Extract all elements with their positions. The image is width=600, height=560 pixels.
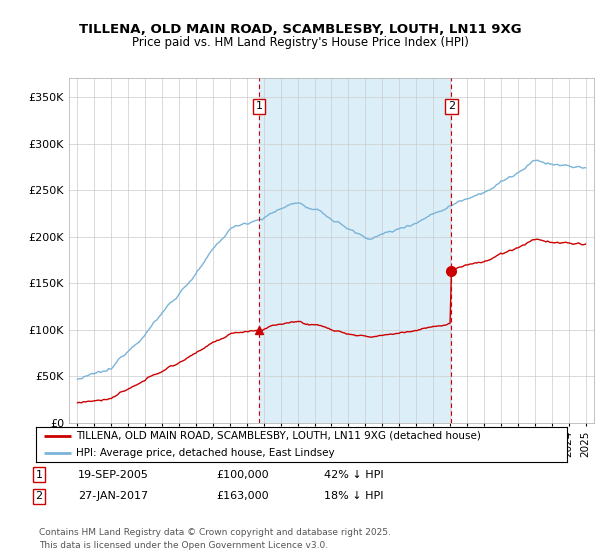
Text: TILLENA, OLD MAIN ROAD, SCAMBLESBY, LOUTH, LN11 9XG: TILLENA, OLD MAIN ROAD, SCAMBLESBY, LOUT… <box>79 22 521 36</box>
Text: 1: 1 <box>35 470 43 480</box>
Text: 18% ↓ HPI: 18% ↓ HPI <box>324 491 383 501</box>
Text: 2: 2 <box>35 491 43 501</box>
Text: £100,000: £100,000 <box>216 470 269 480</box>
Text: 27-JAN-2017: 27-JAN-2017 <box>78 491 148 501</box>
Text: Contains HM Land Registry data © Crown copyright and database right 2025.
This d: Contains HM Land Registry data © Crown c… <box>39 528 391 550</box>
Text: TILLENA, OLD MAIN ROAD, SCAMBLESBY, LOUTH, LN11 9XG (detached house): TILLENA, OLD MAIN ROAD, SCAMBLESBY, LOUT… <box>76 431 481 441</box>
Text: 1: 1 <box>256 101 263 111</box>
Bar <box>259 78 451 423</box>
Text: 2: 2 <box>448 101 455 111</box>
Text: HPI: Average price, detached house, East Lindsey: HPI: Average price, detached house, East… <box>76 448 334 458</box>
Text: £163,000: £163,000 <box>216 491 269 501</box>
Text: Price paid vs. HM Land Registry's House Price Index (HPI): Price paid vs. HM Land Registry's House … <box>131 36 469 49</box>
Text: 42% ↓ HPI: 42% ↓ HPI <box>324 470 383 480</box>
Text: 19-SEP-2005: 19-SEP-2005 <box>78 470 149 480</box>
